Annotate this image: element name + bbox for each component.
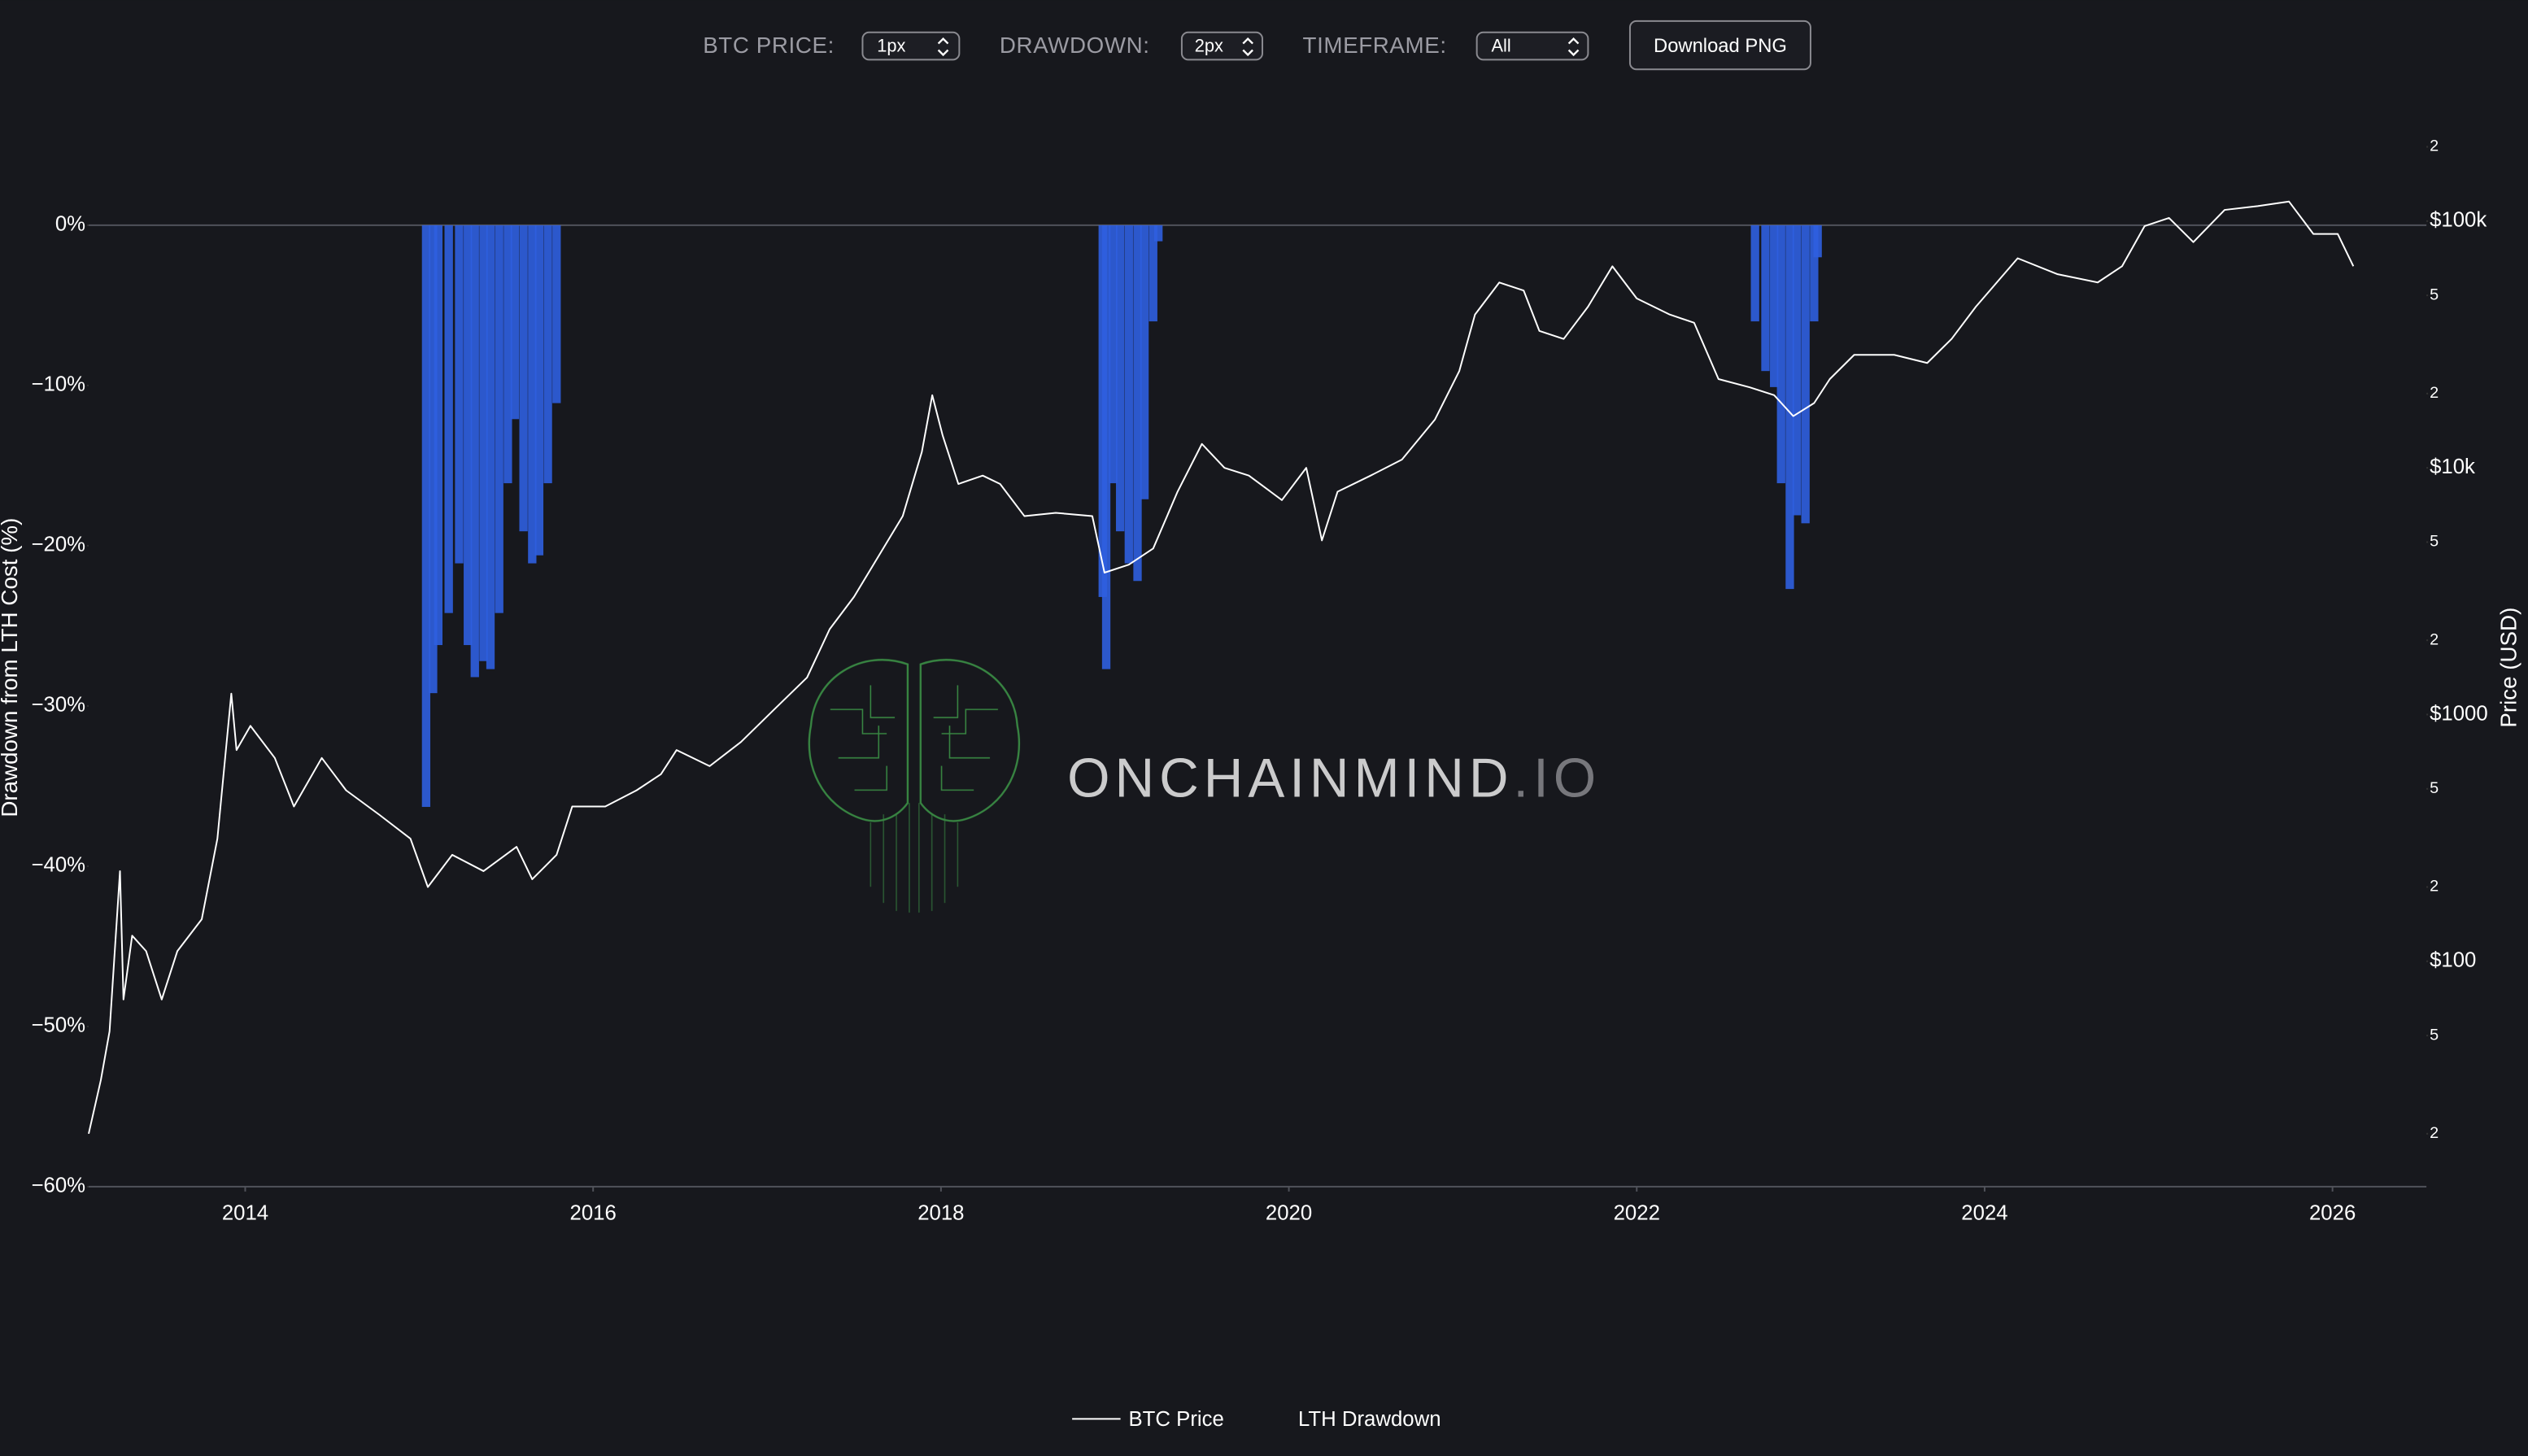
drawdown-bar (464, 225, 473, 646)
y2-tick-label: $1000 (2430, 702, 2488, 725)
drawdown-bar (434, 225, 443, 646)
drawdown-bar (519, 225, 528, 532)
drawdown-bar (1154, 225, 1163, 242)
x-tick-label: 2014 (222, 1201, 268, 1224)
drawdown-bar (1140, 225, 1149, 499)
drawdown-bar (495, 225, 503, 613)
drawdown-bar (486, 225, 495, 669)
drawdown-bar (1801, 225, 1810, 524)
drawdown-bar (552, 225, 561, 403)
y-tick-label: −50% (31, 1014, 85, 1037)
watermark-brand-text: ONCHAINMIND (1067, 748, 1513, 809)
legend-label: BTC Price (1129, 1408, 1224, 1431)
select-value[interactable]: All (1491, 35, 1510, 55)
drawdown-bar (503, 225, 512, 484)
x-tick-label: 2022 (1614, 1201, 1660, 1224)
drawdown-bar (444, 225, 453, 613)
y-tick-label: −60% (31, 1175, 85, 1197)
drawdown-bar (470, 225, 479, 678)
y-axis-title: Drawdown from LTH Cost (%) (0, 518, 22, 817)
select-box[interactable] (1180, 31, 1264, 61)
drawdown-bar (1750, 225, 1759, 322)
y2-tick-label: $100 (2430, 949, 2476, 972)
drawdown-bar (421, 225, 431, 808)
watermark-suffix: .IO (1513, 748, 1601, 809)
drawdown-bar (1148, 225, 1157, 322)
watermark-brand: ONCHAINMIND.IO (1067, 748, 1601, 809)
select-value[interactable]: 2px (1195, 35, 1223, 55)
drawdown-bar (1776, 225, 1785, 484)
control-label: TIMEFRAME: (1303, 33, 1447, 58)
drawdown-bar (1124, 225, 1133, 564)
drawdown-bar (429, 225, 438, 694)
select-chevron (1242, 37, 1253, 57)
drawdown-bar (543, 225, 552, 484)
drawdown-bar (1761, 225, 1770, 372)
y2-tick-label: 2 (2430, 1124, 2439, 1142)
y-tick-label: −30% (31, 694, 85, 717)
drawdown-bar (1810, 225, 1819, 322)
control-label: BTC PRICE: (703, 33, 835, 58)
drawdown-bar (1813, 225, 1822, 258)
button-label[interactable]: Download PNG (1654, 35, 1787, 57)
y-tick-label: 0% (55, 213, 85, 236)
y2-tick-label: $100k (2430, 209, 2487, 232)
button-box[interactable] (1628, 20, 1811, 71)
drawdown-bar (510, 225, 520, 420)
select-value[interactable]: 1px (877, 35, 905, 55)
y2-tick-label: $10k (2430, 456, 2475, 478)
y2-tick-label: 5 (2430, 533, 2439, 551)
x-tick-label: 2020 (1266, 1201, 1312, 1224)
select-box[interactable] (861, 31, 961, 61)
x-tick-label: 2018 (917, 1201, 964, 1224)
select[interactable]: 1px (861, 31, 961, 61)
drawdown-bar (1109, 225, 1118, 484)
plot-area: 0% −10% −20% −30% −40% −50% −60% 2 5 $100 2 5 $1000 2… (31, 137, 2487, 1225)
drawdown-bar (1133, 225, 1142, 582)
drawdown-bar (479, 225, 488, 661)
drawdown-bar (1101, 225, 1111, 669)
select-chevron (937, 37, 949, 57)
watermark: ONCHAINMIND.IO (808, 659, 1601, 913)
control-label: DRAWDOWN: (1000, 33, 1150, 58)
select-box[interactable] (1475, 31, 1589, 61)
y2-tick-label: 5 (2430, 1026, 2439, 1044)
select[interactable]: All (1475, 31, 1589, 61)
brain-logo (808, 659, 1021, 913)
y-tick-label: −40% (31, 854, 85, 877)
y2-axis-title: Price (USD) (2496, 608, 2521, 728)
drawdown-bar (1792, 225, 1802, 516)
download-button[interactable]: Download PNG (1628, 20, 1811, 71)
drawdown-bar (1770, 225, 1779, 387)
y-tick-label: −20% (31, 534, 85, 556)
toolbar: BTC PRICE: 1px DRAWDOWN: 2px TIMEFRAME: … (703, 20, 1811, 71)
y2-tick-label: 2 (2430, 137, 2439, 155)
legend-label: LTH Drawdown (1298, 1408, 1441, 1431)
x-tick-label: 2016 (570, 1201, 617, 1224)
drawdown-bar (534, 225, 544, 556)
y-tick-label: −10% (31, 373, 85, 396)
x-tick-label: 2024 (1961, 1201, 2007, 1224)
y2-tick-label: 2 (2430, 878, 2439, 896)
price-line (88, 200, 2355, 1135)
y2-tick-label: 5 (2430, 779, 2439, 797)
drawdown-bar (455, 225, 464, 564)
y2-tick-label: 5 (2430, 286, 2439, 303)
select-chevron (1567, 37, 1580, 57)
drawdown-bar (528, 225, 537, 564)
select[interactable]: 2px (1180, 31, 1264, 61)
drawdown-bar (1115, 225, 1125, 532)
drawdown-bar (1785, 225, 1794, 590)
x-tick-label: 2026 (2309, 1201, 2356, 1224)
y2-tick-label: 2 (2430, 630, 2439, 648)
legend: BTC Price LTH Drawdown (1072, 1408, 1441, 1431)
y2-tick-label: 2 (2430, 384, 2439, 402)
